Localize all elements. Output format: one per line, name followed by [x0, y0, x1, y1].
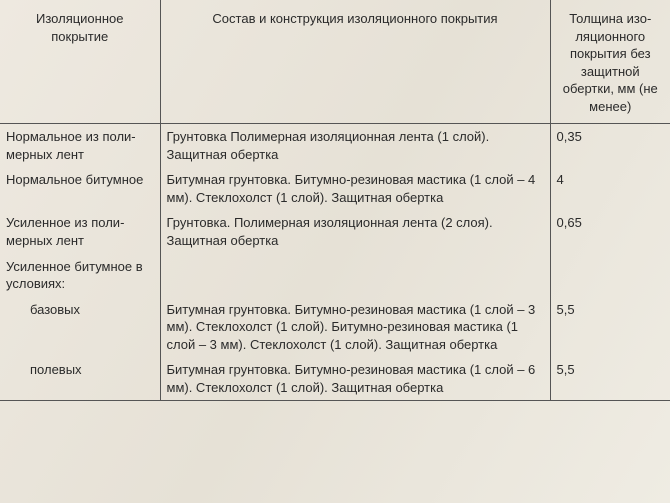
col-header-coating: Изоляционное покрытие: [0, 0, 160, 124]
cell-composition: Грунтовка Полимерная изоляционная лента …: [160, 124, 550, 168]
cell-thickness: [550, 254, 670, 297]
cell-composition: Битумная грунтовка. Битумно-резиновая ма…: [160, 357, 550, 401]
cell-composition: Грунтовка. Полимерная изоляционная лента…: [160, 210, 550, 253]
col-header-thickness: Толщина изо­ляционного покрытия без защи…: [550, 0, 670, 124]
table-row: Нормальное битумноеБитумная грунтовка. Б…: [0, 167, 670, 210]
table-row: Усиленное битумное в условиях:: [0, 254, 670, 297]
table-row: Нормальное из поли­мерных лентГрунтовка …: [0, 124, 670, 168]
cell-thickness: 5,5: [550, 297, 670, 358]
cell-thickness: 0,65: [550, 210, 670, 253]
cell-composition: [160, 254, 550, 297]
table-row: полевыхБитумная грунтовка. Битумно-резин…: [0, 357, 670, 401]
cell-coating: полевых: [0, 357, 160, 401]
cell-composition: Битумная грунтовка. Битумно-резиновая ма…: [160, 167, 550, 210]
document-page: Изоляционное покрытие Состав и конструкц…: [0, 0, 670, 503]
cell-composition: Битумная грунтовка. Битумно-резиновая ма…: [160, 297, 550, 358]
cell-thickness: 4: [550, 167, 670, 210]
cell-thickness: 0,35: [550, 124, 670, 168]
table-row: Усиленное из поли­мерных лентГрунтовка. …: [0, 210, 670, 253]
table-header-row: Изоляционное покрытие Состав и конструкц…: [0, 0, 670, 124]
cell-thickness: 5,5: [550, 357, 670, 401]
cell-coating: Нормальное из поли­мерных лент: [0, 124, 160, 168]
table-row: базовыхБитумная грунтовка. Битумно-резин…: [0, 297, 670, 358]
cell-coating: Усиленное битумное в условиях:: [0, 254, 160, 297]
cell-coating: базовых: [0, 297, 160, 358]
cell-coating: Нормальное битумное: [0, 167, 160, 210]
cell-coating: Усиленное из поли­мерных лент: [0, 210, 160, 253]
coatings-table: Изоляционное покрытие Состав и конструкц…: [0, 0, 670, 401]
table-body: Нормальное из поли­мерных лентГрунтовка …: [0, 124, 670, 401]
col-header-composition: Состав и конструкция изоляционного покры…: [160, 0, 550, 124]
